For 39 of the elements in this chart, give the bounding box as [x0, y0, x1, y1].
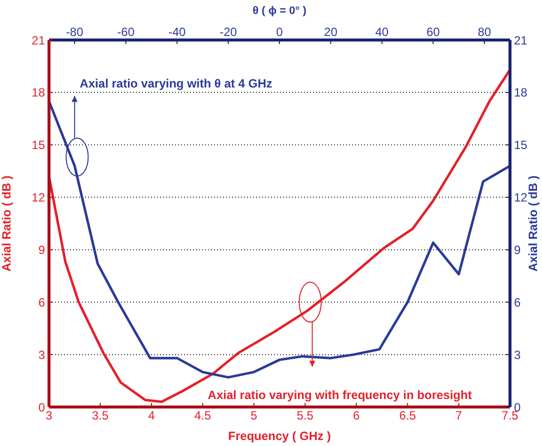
x2-tick-label: -60 — [117, 25, 135, 39]
y-axis-title: Axial Ratio ( dB ) — [0, 175, 14, 272]
y-tick-label: 21 — [32, 33, 46, 48]
x-tick-label: 6.5 — [399, 408, 416, 423]
y2-tick-label: 21 — [514, 33, 528, 48]
x-tick-label: 6 — [352, 408, 360, 423]
annotation: Axial ratio varying with frequency in boresight — [208, 388, 472, 402]
x2-axis-title: θ ( ϕ = 0° ) — [252, 4, 307, 17]
x-tick-label: 5 — [250, 408, 258, 423]
x2-tick-label: 40 — [375, 25, 389, 39]
y2-axis-title: Axial Ratio ( dB ) — [526, 175, 540, 272]
y-tick-label: 9 — [38, 242, 46, 257]
x2-tick-label: 80 — [478, 25, 492, 39]
x-axis-title: Frequency ( GHz ) — [228, 429, 331, 443]
y-tick-label: 18 — [32, 86, 46, 100]
x-tick-label: 4 — [148, 408, 156, 423]
x2-tick-label: 20 — [324, 25, 338, 39]
x2-tick-label: -20 — [220, 25, 238, 39]
x2-tick-label: -40 — [168, 25, 186, 39]
annotation: Axial ratio varying with θ at 4 GHz — [80, 76, 272, 90]
y2-tick-label: 15 — [514, 138, 528, 152]
x2-tick-label: 0 — [276, 25, 284, 39]
line-series — [49, 68, 510, 404]
y-tick-label: 0 — [38, 400, 46, 414]
y2-tick-label: 3 — [514, 348, 521, 362]
x-tick-label: 7 — [455, 408, 462, 423]
y-tick-label: 12 — [32, 190, 46, 205]
y2-tick-label: 6 — [514, 295, 521, 310]
x-tick-label: 4.5 — [194, 408, 212, 423]
x-tick-label: 3.5 — [92, 408, 109, 423]
y-tick-label: 6 — [38, 295, 46, 310]
y2-tick-label: 9 — [514, 242, 521, 257]
x-tick-label: 5.5 — [296, 408, 314, 423]
y-tick-label: 3 — [38, 348, 46, 362]
y2-tick-label: 12 — [514, 190, 528, 205]
y-tick-label: 15 — [32, 138, 46, 152]
x2-tick-label: -80 — [66, 25, 84, 39]
x2-tick-label: 60 — [426, 25, 440, 39]
y2-tick-label: 18 — [514, 86, 528, 100]
